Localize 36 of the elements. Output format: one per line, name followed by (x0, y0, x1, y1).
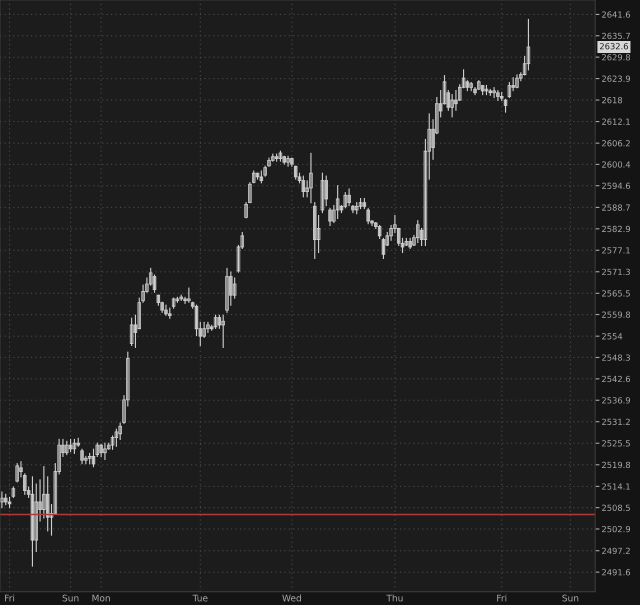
y-tick-label: 2618 (602, 97, 622, 104)
y-tick-label: 2536.9 (602, 397, 630, 404)
y-tick-label: 2554 (602, 333, 622, 340)
y-tick-label: 2508.5 (602, 504, 630, 511)
y-tick-label: 2635.7 (602, 32, 630, 40)
y-tick-label: 2606.2 (602, 140, 630, 146)
y-tick-label: 2497.2 (602, 548, 630, 554)
y-tick-label: 2641.6 (602, 11, 630, 18)
y-tick-label: 2565.5 (602, 290, 630, 297)
y-tick-label: 2629.8 (602, 54, 630, 60)
y-tick-label: 2600.4 (602, 161, 630, 168)
x-tick-label: Sun (62, 594, 78, 602)
x-tick-label: Fri (497, 594, 506, 602)
y-tick-label: 2542.6 (602, 376, 630, 382)
y-tick-label: 2612.1 (602, 118, 630, 125)
y-tick-label: 2502.9 (602, 526, 630, 532)
x-tick-label: Sun (562, 594, 578, 602)
x-tick-label: Fri (5, 594, 14, 602)
y-tick-label: 2514.1 (602, 483, 630, 490)
x-tick-label: Thu (386, 594, 403, 602)
x-tick-label: Mon (92, 594, 110, 602)
annotation: 2632.6 (600, 43, 628, 50)
y-tick-label: 2582.9 (602, 226, 630, 232)
y-tick-label: 2491.6 (602, 569, 630, 576)
x-tick-label: Wed (282, 594, 301, 602)
y-tick-label: 2594.6 (602, 182, 630, 189)
y-tick-label: 2531.2 (602, 418, 630, 425)
y-tick-label: 2588.7 (602, 204, 630, 211)
y-tick-label: 2519.8 (602, 462, 630, 468)
y-tick-label: 2623.9 (602, 76, 630, 82)
x-tick-label: Tue (192, 594, 208, 602)
y-tick-label: 2548.3 (602, 354, 630, 361)
y-tick-label: 2577.1 (602, 247, 630, 254)
y-tick-label: 2571.3 (602, 268, 630, 276)
y-tick-label: 2559.8 (602, 312, 630, 318)
y-tick-label: 2525.5 (602, 440, 630, 447)
